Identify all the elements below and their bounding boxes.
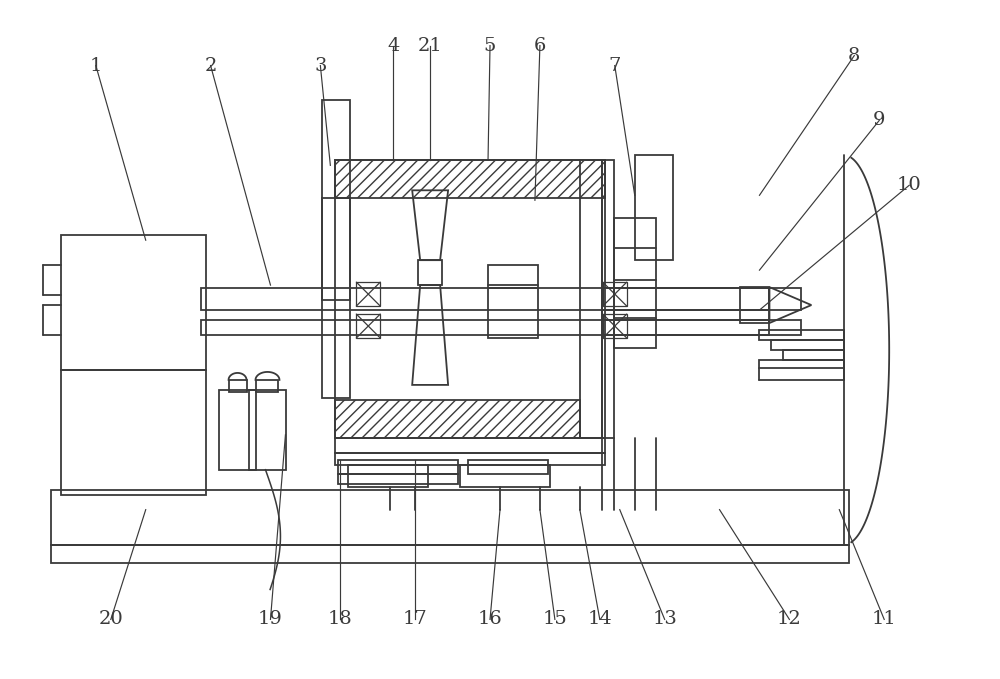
Bar: [783, 350, 844, 360]
Bar: [229, 380, 247, 392]
Text: 11: 11: [872, 610, 897, 629]
Bar: [256, 380, 278, 392]
Bar: [488, 265, 538, 288]
Bar: [356, 314, 380, 338]
Bar: [201, 320, 769, 335]
Bar: [603, 282, 627, 306]
Bar: [338, 474, 458, 483]
Bar: [356, 282, 380, 306]
Bar: [603, 314, 627, 338]
Bar: [335, 160, 605, 198]
Text: 3: 3: [314, 56, 327, 75]
Bar: [335, 400, 580, 438]
Text: 7: 7: [609, 56, 621, 75]
Bar: [51, 490, 849, 545]
Bar: [580, 160, 602, 438]
Text: 19: 19: [258, 610, 283, 629]
Bar: [602, 320, 801, 335]
Bar: [51, 545, 849, 562]
Text: 18: 18: [328, 610, 353, 629]
Text: 14: 14: [587, 610, 612, 629]
Bar: [219, 390, 256, 470]
Bar: [335, 160, 605, 438]
Bar: [740, 287, 769, 323]
Text: 4: 4: [387, 37, 399, 54]
Bar: [201, 288, 769, 310]
Bar: [335, 453, 605, 464]
Bar: [759, 330, 844, 340]
Bar: [614, 218, 656, 348]
Text: 12: 12: [777, 610, 802, 629]
Text: 1: 1: [90, 56, 102, 75]
Bar: [771, 340, 844, 350]
Bar: [249, 390, 286, 470]
Bar: [468, 460, 548, 474]
Bar: [348, 464, 428, 487]
Bar: [602, 288, 801, 310]
Bar: [322, 100, 350, 300]
Text: 2: 2: [204, 56, 217, 75]
Bar: [488, 288, 538, 338]
Text: 21: 21: [418, 37, 443, 54]
Text: 6: 6: [534, 37, 546, 54]
Text: 8: 8: [848, 47, 860, 65]
Bar: [602, 160, 614, 438]
Bar: [322, 198, 350, 398]
Text: 17: 17: [403, 610, 428, 629]
Text: 13: 13: [652, 610, 677, 629]
Bar: [61, 235, 206, 370]
Bar: [338, 460, 458, 474]
Bar: [759, 360, 844, 368]
Bar: [61, 370, 206, 495]
Text: 16: 16: [478, 610, 502, 629]
Bar: [635, 155, 673, 260]
Bar: [460, 464, 550, 487]
Text: 9: 9: [873, 111, 885, 130]
Text: 5: 5: [484, 37, 496, 54]
Bar: [418, 260, 442, 285]
Bar: [335, 438, 605, 453]
Text: 10: 10: [897, 177, 922, 194]
Text: 15: 15: [543, 610, 567, 629]
Text: 20: 20: [98, 610, 123, 629]
